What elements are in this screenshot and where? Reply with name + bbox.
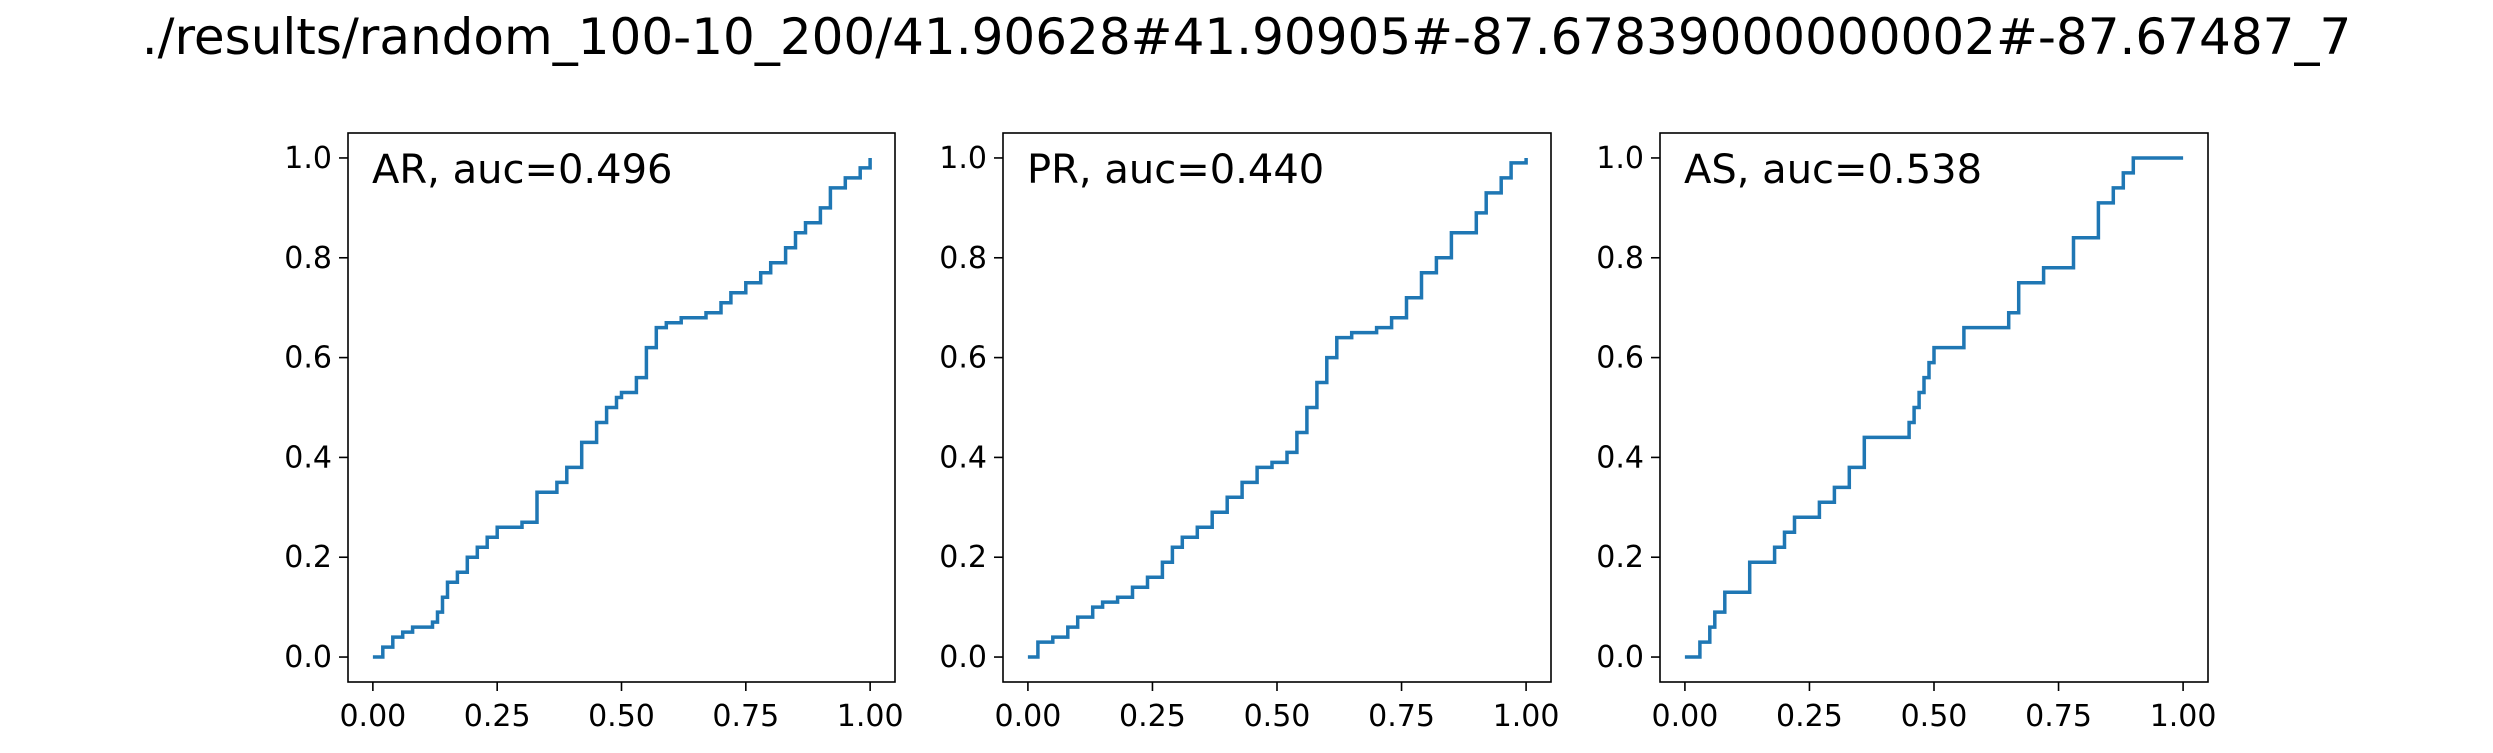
- y-tick-label: 0.4: [284, 440, 332, 475]
- x-tick-label: 0.25: [464, 699, 531, 734]
- x-tick-label: 1.00: [2150, 699, 2217, 734]
- y-tick-label: 0.8: [284, 241, 332, 276]
- y-tick-label: 0.2: [284, 540, 332, 575]
- axes-frame-pr: [1002, 132, 1552, 683]
- x-tick-label: 0.50: [588, 699, 655, 734]
- y-tick-label: 0.4: [939, 440, 987, 475]
- x-tick-label: 0.50: [1244, 699, 1311, 734]
- panel-pr: 0.00 0.25 0.50 0.75 1.00 0.0 0.2 0.4 0.6 0.8 1.0 PR…: [939, 132, 1560, 734]
- y-tick-label: 1.0: [1596, 141, 1644, 176]
- y-tick-label: 0.6: [284, 341, 332, 376]
- figure-title: ./results/random_100-10_200/41.90628#41.…: [141, 8, 2352, 66]
- x-tick-label: 0.75: [712, 699, 779, 734]
- y-tick-label: 0.8: [939, 241, 987, 276]
- y-tick-label: 0.4: [1596, 440, 1644, 475]
- y-tick-label: 0.0: [939, 640, 987, 675]
- y-tick-label: 0.2: [1596, 540, 1644, 575]
- panel-ar: 0.00 0.25 0.50 0.75 1.00 0.0 0.2 0.4 0.6 0.8 1.0 AR…: [284, 132, 904, 734]
- x-tick-label: 0.75: [2025, 699, 2092, 734]
- panel-title-ar: AR, auc=0.496: [372, 147, 672, 193]
- x-tick-label: 0.00: [339, 699, 406, 734]
- x-tick-label: 0.50: [1901, 699, 1968, 734]
- x-tick-label: 0.00: [995, 699, 1062, 734]
- series-line-pr: [1027, 158, 1528, 659]
- panel-as: 0.00 0.25 0.50 0.75 1.00 0.0 0.2 0.4 0.6 0.8 1.0 AS…: [1596, 132, 2217, 734]
- series-line-ar: [372, 158, 872, 659]
- x-tick-label: 0.25: [1119, 699, 1186, 734]
- x-tick-label: 0.75: [1368, 699, 1435, 734]
- y-tick-label: 1.0: [939, 141, 987, 176]
- panel-title-pr: PR, auc=0.440: [1027, 147, 1324, 193]
- x-tick-label: 1.00: [1493, 699, 1560, 734]
- y-tick-label: 1.0: [284, 141, 332, 176]
- panel-title-as: AS, auc=0.538: [1684, 147, 1982, 193]
- axes-frame-as: [1659, 132, 2209, 683]
- x-tick-label: 0.25: [1776, 699, 1843, 734]
- axes-frame-ar: [347, 132, 896, 683]
- y-tick-label: 0.8: [1596, 241, 1644, 276]
- y-tick-label: 0.2: [939, 540, 987, 575]
- y-tick-label: 0.0: [1596, 640, 1644, 675]
- series-line-as: [1684, 156, 2184, 659]
- x-tick-label: 1.00: [837, 699, 904, 734]
- y-tick-label: 0.6: [1596, 341, 1644, 376]
- y-tick-label: 0.6: [939, 341, 987, 376]
- x-tick-label: 0.00: [1652, 699, 1719, 734]
- y-tick-label: 0.0: [284, 640, 332, 675]
